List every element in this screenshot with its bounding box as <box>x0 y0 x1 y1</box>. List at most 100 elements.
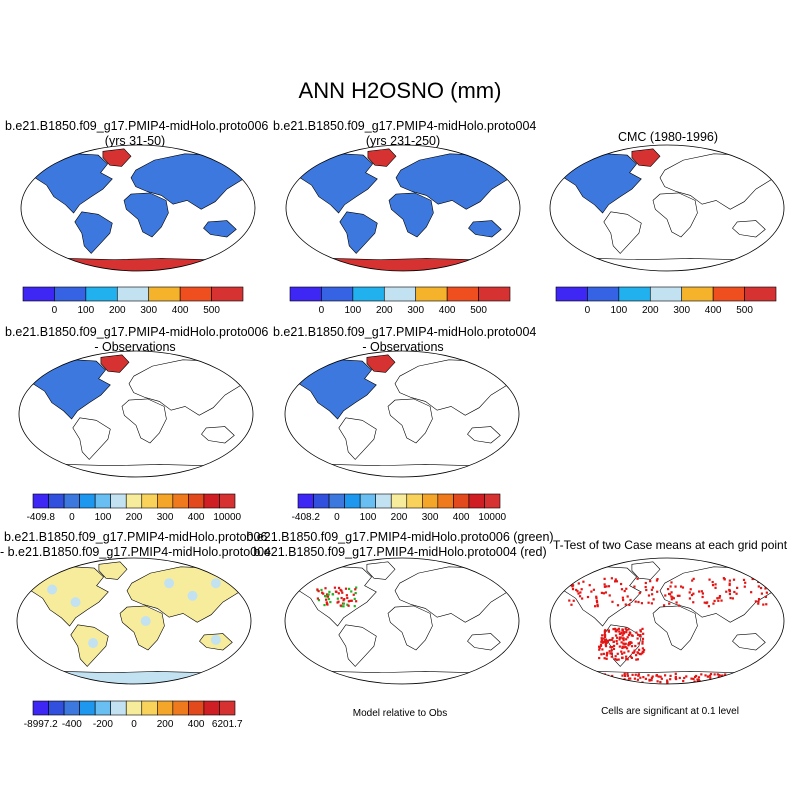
significance-cell <box>652 598 655 601</box>
panel-note-p7: Model relative to Obs <box>352 708 448 719</box>
significance-cell <box>669 674 672 677</box>
colorbar-tick-label: 0 <box>69 512 75 523</box>
significance-cell <box>348 587 351 591</box>
significance-cell <box>636 637 639 640</box>
significance-cell <box>642 676 645 679</box>
colorbar-swatch <box>125 700 143 716</box>
significance-cell <box>708 674 712 677</box>
significance-cell <box>722 577 725 580</box>
significance-cell <box>656 590 659 593</box>
significance-cell <box>698 680 701 683</box>
colorbar-tick-label: 100 <box>345 305 362 316</box>
significance-cell <box>674 585 677 588</box>
significance-cell <box>634 600 637 603</box>
significance-cell <box>602 637 605 640</box>
continent-greenland <box>631 561 661 580</box>
significance-cell <box>749 673 752 677</box>
colorbar-tick-label: -8997.2 <box>24 719 58 730</box>
significance-cell <box>641 650 644 653</box>
significance-cell <box>720 599 723 602</box>
significance-cell <box>595 678 599 682</box>
significance-cell <box>596 605 599 608</box>
significance-cell <box>600 674 603 678</box>
panel-title-p5: b.e21.B1850.f09_g17.PMIP4-midHolo.proto0… <box>273 325 536 355</box>
map-panel-3 <box>550 145 784 271</box>
significance-cell <box>616 642 619 645</box>
colorbar-swatch <box>116 286 150 302</box>
significance-cell <box>670 598 673 601</box>
significance-cell <box>576 590 579 593</box>
panel-title-p5-line2: - Observations <box>362 340 444 354</box>
significance-cell <box>666 588 670 591</box>
colorbar-tick-label: 400 <box>453 512 470 523</box>
significance-cell <box>354 588 357 591</box>
colorbar-tick-label: 100 <box>95 512 112 523</box>
significance-cell <box>619 582 623 586</box>
significance-cell <box>662 604 666 607</box>
significance-cell <box>621 646 624 650</box>
significance-cell <box>659 680 662 684</box>
significance-cell <box>600 675 604 679</box>
significance-cell <box>605 657 608 660</box>
significance-cell <box>618 630 621 633</box>
diff-patch <box>88 638 99 649</box>
significance-cell <box>595 676 599 679</box>
significance-cell <box>757 598 761 601</box>
significance-cell <box>624 603 627 606</box>
colorbar-swatch <box>125 493 143 509</box>
colorbar-swatch <box>148 286 181 302</box>
colorbar-swatch <box>484 493 501 509</box>
significance-cell <box>613 580 617 583</box>
continent-greenland <box>366 354 396 373</box>
significance-cell <box>617 658 620 661</box>
colorbar-swatch <box>359 493 376 509</box>
significance-cell <box>626 672 629 675</box>
significance-cell <box>614 657 617 661</box>
panel-title-p1-line2: (yrs 31-50) <box>104 134 166 148</box>
significance-cell <box>706 675 710 678</box>
significance-cell <box>604 642 607 645</box>
significance-cell <box>624 642 627 645</box>
colorbar-1: 0 100 200 300 400 500 <box>22 286 244 316</box>
colorbar-tick-label: 300 <box>673 305 690 316</box>
significance-cell <box>355 600 358 603</box>
significance-cell <box>320 588 323 592</box>
significance-cell <box>605 675 608 679</box>
significance-cell <box>345 594 348 597</box>
colorbar-tick-label: 300 <box>140 305 157 316</box>
colorbar-swatch <box>79 700 96 716</box>
significance-cell <box>639 653 642 656</box>
colorbar-swatch <box>406 493 423 509</box>
significance-cell <box>595 677 598 680</box>
significance-cell <box>606 651 609 654</box>
significance-cell <box>569 673 573 677</box>
panel-title-p8-line1: T-Test of two Case means at each grid po… <box>552 538 788 552</box>
significance-cell <box>342 605 345 608</box>
significance-cell <box>637 673 640 676</box>
significance-cell <box>622 642 625 645</box>
map-panel-4 <box>19 351 253 477</box>
colorbar-swatch <box>203 493 220 509</box>
colorbar-2: 0 100 200 300 400 500 <box>289 286 511 316</box>
significance-cell <box>756 677 759 680</box>
significance-cell <box>623 589 626 593</box>
significance-cell <box>754 600 757 603</box>
significance-cell <box>764 587 767 590</box>
significance-cell <box>578 595 582 598</box>
significance-cell <box>714 586 717 589</box>
significance-cell <box>626 658 629 661</box>
colorbar-swatch <box>453 493 470 509</box>
significance-cell <box>635 631 638 634</box>
continent-africa <box>119 605 165 651</box>
significance-cell <box>626 674 630 677</box>
significance-cell <box>603 631 606 634</box>
significance-cell <box>737 677 740 680</box>
significance-cell <box>565 679 568 683</box>
significance-cell <box>339 604 342 607</box>
continent-southAmerica <box>338 417 377 460</box>
colorbar-swatch <box>437 493 454 509</box>
significance-cell <box>664 594 667 597</box>
colorbar-swatch <box>649 286 683 302</box>
significance-cell <box>572 599 575 602</box>
significance-cell <box>582 580 585 583</box>
